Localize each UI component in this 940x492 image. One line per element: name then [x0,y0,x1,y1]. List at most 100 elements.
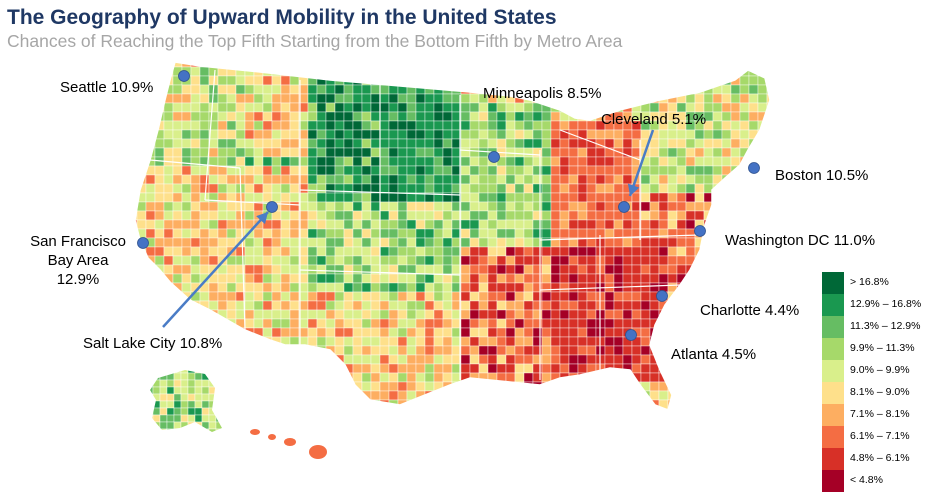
commuting-zone-cell [496,300,507,311]
commuting-zone-cell [361,210,372,221]
commuting-zone-cell [604,219,615,230]
commuting-zone-cell [253,354,264,365]
commuting-zone-cell [685,138,696,149]
commuting-zone-cell [280,363,291,374]
commuting-zone-cell [217,156,228,167]
commuting-zone-cell [163,183,174,194]
commuting-zone-cell [334,111,345,122]
commuting-zone-cell [289,219,300,230]
commuting-zone-cell [280,174,291,185]
commuting-zone-cell [550,345,561,356]
commuting-zone-cell [379,291,390,302]
commuting-zone-cell [595,129,606,140]
commuting-zone-cell [676,372,687,383]
commuting-zone-cell [406,111,417,122]
commuting-zone-cell [388,66,399,77]
commuting-zone-cell [703,390,714,401]
commuting-zone-cell [613,255,624,266]
commuting-zone-cell [253,120,264,131]
commuting-zone-cell [343,147,354,158]
commuting-zone-cell [496,120,507,131]
commuting-zone-cell [757,93,768,104]
commuting-zone-cell [226,336,237,347]
commuting-zone-cell [613,291,624,302]
commuting-zone-cell [352,228,363,239]
commuting-zone-cell [343,138,354,149]
commuting-zone-cell [370,102,381,113]
commuting-zone-cell [757,156,768,167]
commuting-zone-cell [361,129,372,140]
commuting-zone-cell [150,421,154,430]
commuting-zone-cell [586,264,597,275]
commuting-zone-cell [406,318,417,329]
commuting-zone-cell [505,219,516,230]
legend-swatch [822,338,844,360]
commuting-zone-cell [370,246,381,257]
commuting-zone-cell [469,147,480,158]
commuting-zone-cell [280,102,291,113]
commuting-zone-cell [604,381,615,392]
commuting-zone-cell [496,183,507,194]
commuting-zone-cell [523,408,534,410]
commuting-zone-cell [739,138,750,149]
commuting-zone-cell [199,174,210,185]
commuting-zone-cell [685,183,696,194]
commuting-zone-cell [658,201,669,212]
commuting-zone-cell [667,84,678,95]
commuting-zone-cell [415,183,426,194]
commuting-zone-cell [487,174,498,185]
commuting-zone-cell [757,318,768,329]
commuting-zone-cell [766,120,770,131]
commuting-zone-cell [487,399,498,410]
commuting-zone-cell [154,210,165,221]
commuting-zone-cell [766,255,770,266]
commuting-zone-cell [703,129,714,140]
commuting-zone-cell [208,102,219,113]
commuting-zone-cell [215,421,222,430]
minneapolis-marker [488,151,500,163]
commuting-zone-cell [226,129,237,140]
commuting-zone-cell [748,291,759,302]
commuting-zone-cell [135,399,138,410]
commuting-zone-cell [721,372,732,383]
commuting-zone-cell [550,273,561,284]
commuting-zone-cell [145,120,156,131]
commuting-zone-cell [586,273,597,284]
commuting-zone-cell [316,156,327,167]
commuting-zone-cell [559,66,570,77]
commuting-zone-cell [469,327,480,338]
commuting-zone-cell [379,336,390,347]
commuting-zone-cell [730,327,741,338]
commuting-zone-cell [370,120,381,131]
commuting-zone-cell [226,156,237,167]
commuting-zone-cell [244,111,255,122]
commuting-zone-cell [433,228,444,239]
commuting-zone-cell [172,156,183,167]
commuting-zone-cell [631,300,642,311]
commuting-zone-cell [370,255,381,266]
commuting-zone-cell [577,381,588,392]
commuting-zone-cell [757,264,768,275]
commuting-zone-cell [595,147,606,158]
commuting-zone-cell [334,102,345,113]
commuting-zone-cell [201,414,210,423]
commuting-zone-cell [190,138,201,149]
commuting-zone-cell [604,84,615,95]
commuting-zone-cell [289,291,300,302]
commuting-zone-cell [451,66,462,77]
commuting-zone-cell [244,372,255,383]
commuting-zone-cell [730,363,741,374]
commuting-zone-cell [685,156,696,167]
commuting-zone-cell [166,370,175,374]
commuting-zone-cell [307,62,318,68]
commuting-zone-cell [136,219,147,230]
commuting-zone-cell [271,318,282,329]
commuting-zone-cell [532,165,543,176]
commuting-zone-cell [424,300,435,311]
commuting-zone-cell [703,264,714,275]
commuting-zone-cell [424,345,435,356]
commuting-zone-cell [361,345,372,356]
commuting-zone-cell [307,372,318,383]
commuting-zone-cell [217,102,228,113]
commuting-zone-cell [757,255,768,266]
